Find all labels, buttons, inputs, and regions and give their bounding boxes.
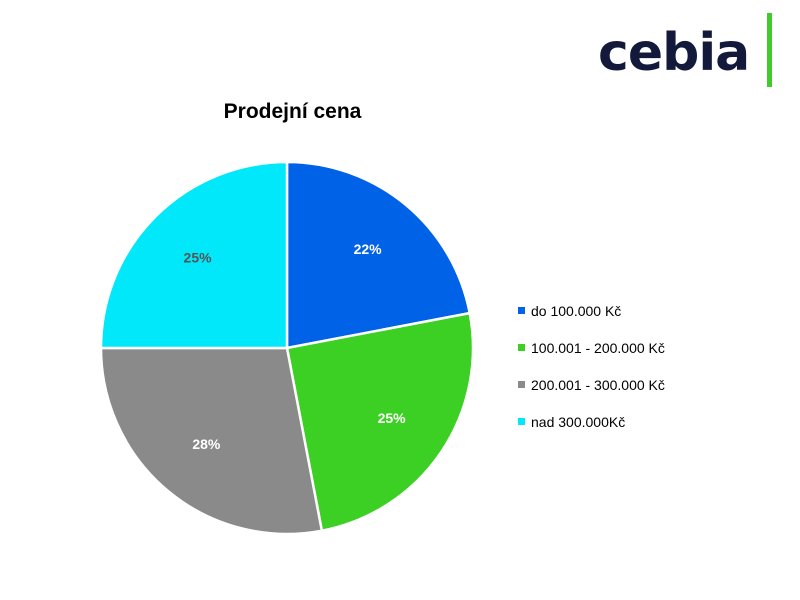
pie-slice-2 <box>285 311 475 533</box>
legend-label: do 100.000 Kč <box>531 302 622 319</box>
legend-swatch <box>518 344 525 351</box>
legend-item-1: do 100.000 Kč <box>518 292 665 329</box>
legend-item-3: 200.001 - 300.000 Kč <box>518 366 665 403</box>
legend-item-4: nad 300.000Kč <box>518 403 665 440</box>
legend-swatch <box>518 381 525 388</box>
legend-swatch <box>518 307 525 314</box>
logo-accent-bar <box>767 13 772 87</box>
legend-label: 100.001 - 200.000 Kč <box>531 339 665 356</box>
cebia-logo: cebia <box>598 18 750 88</box>
legend-label: 200.001 - 300.000 Kč <box>531 376 665 393</box>
chart-legend: do 100.000 Kč 100.001 - 200.000 Kč 200.001… <box>518 292 665 440</box>
chart-title: Prodejní cena <box>223 100 362 123</box>
slice-value-label-3: 28% <box>192 436 221 452</box>
legend-item-2: 100.001 - 200.000 Kč <box>518 329 665 366</box>
slice-value-label-1: 22% <box>354 241 383 257</box>
slice-value-label-4: 25% <box>184 249 213 265</box>
slice-value-label-2: 25% <box>378 410 407 426</box>
pie-slice-3 <box>99 346 324 536</box>
legend-swatch <box>518 418 525 425</box>
legend-label: nad 300.000Kč <box>531 413 626 430</box>
pie-slice-4 <box>99 160 289 350</box>
logo-text: cebia <box>598 23 750 83</box>
pie-slice-1 <box>285 160 472 350</box>
